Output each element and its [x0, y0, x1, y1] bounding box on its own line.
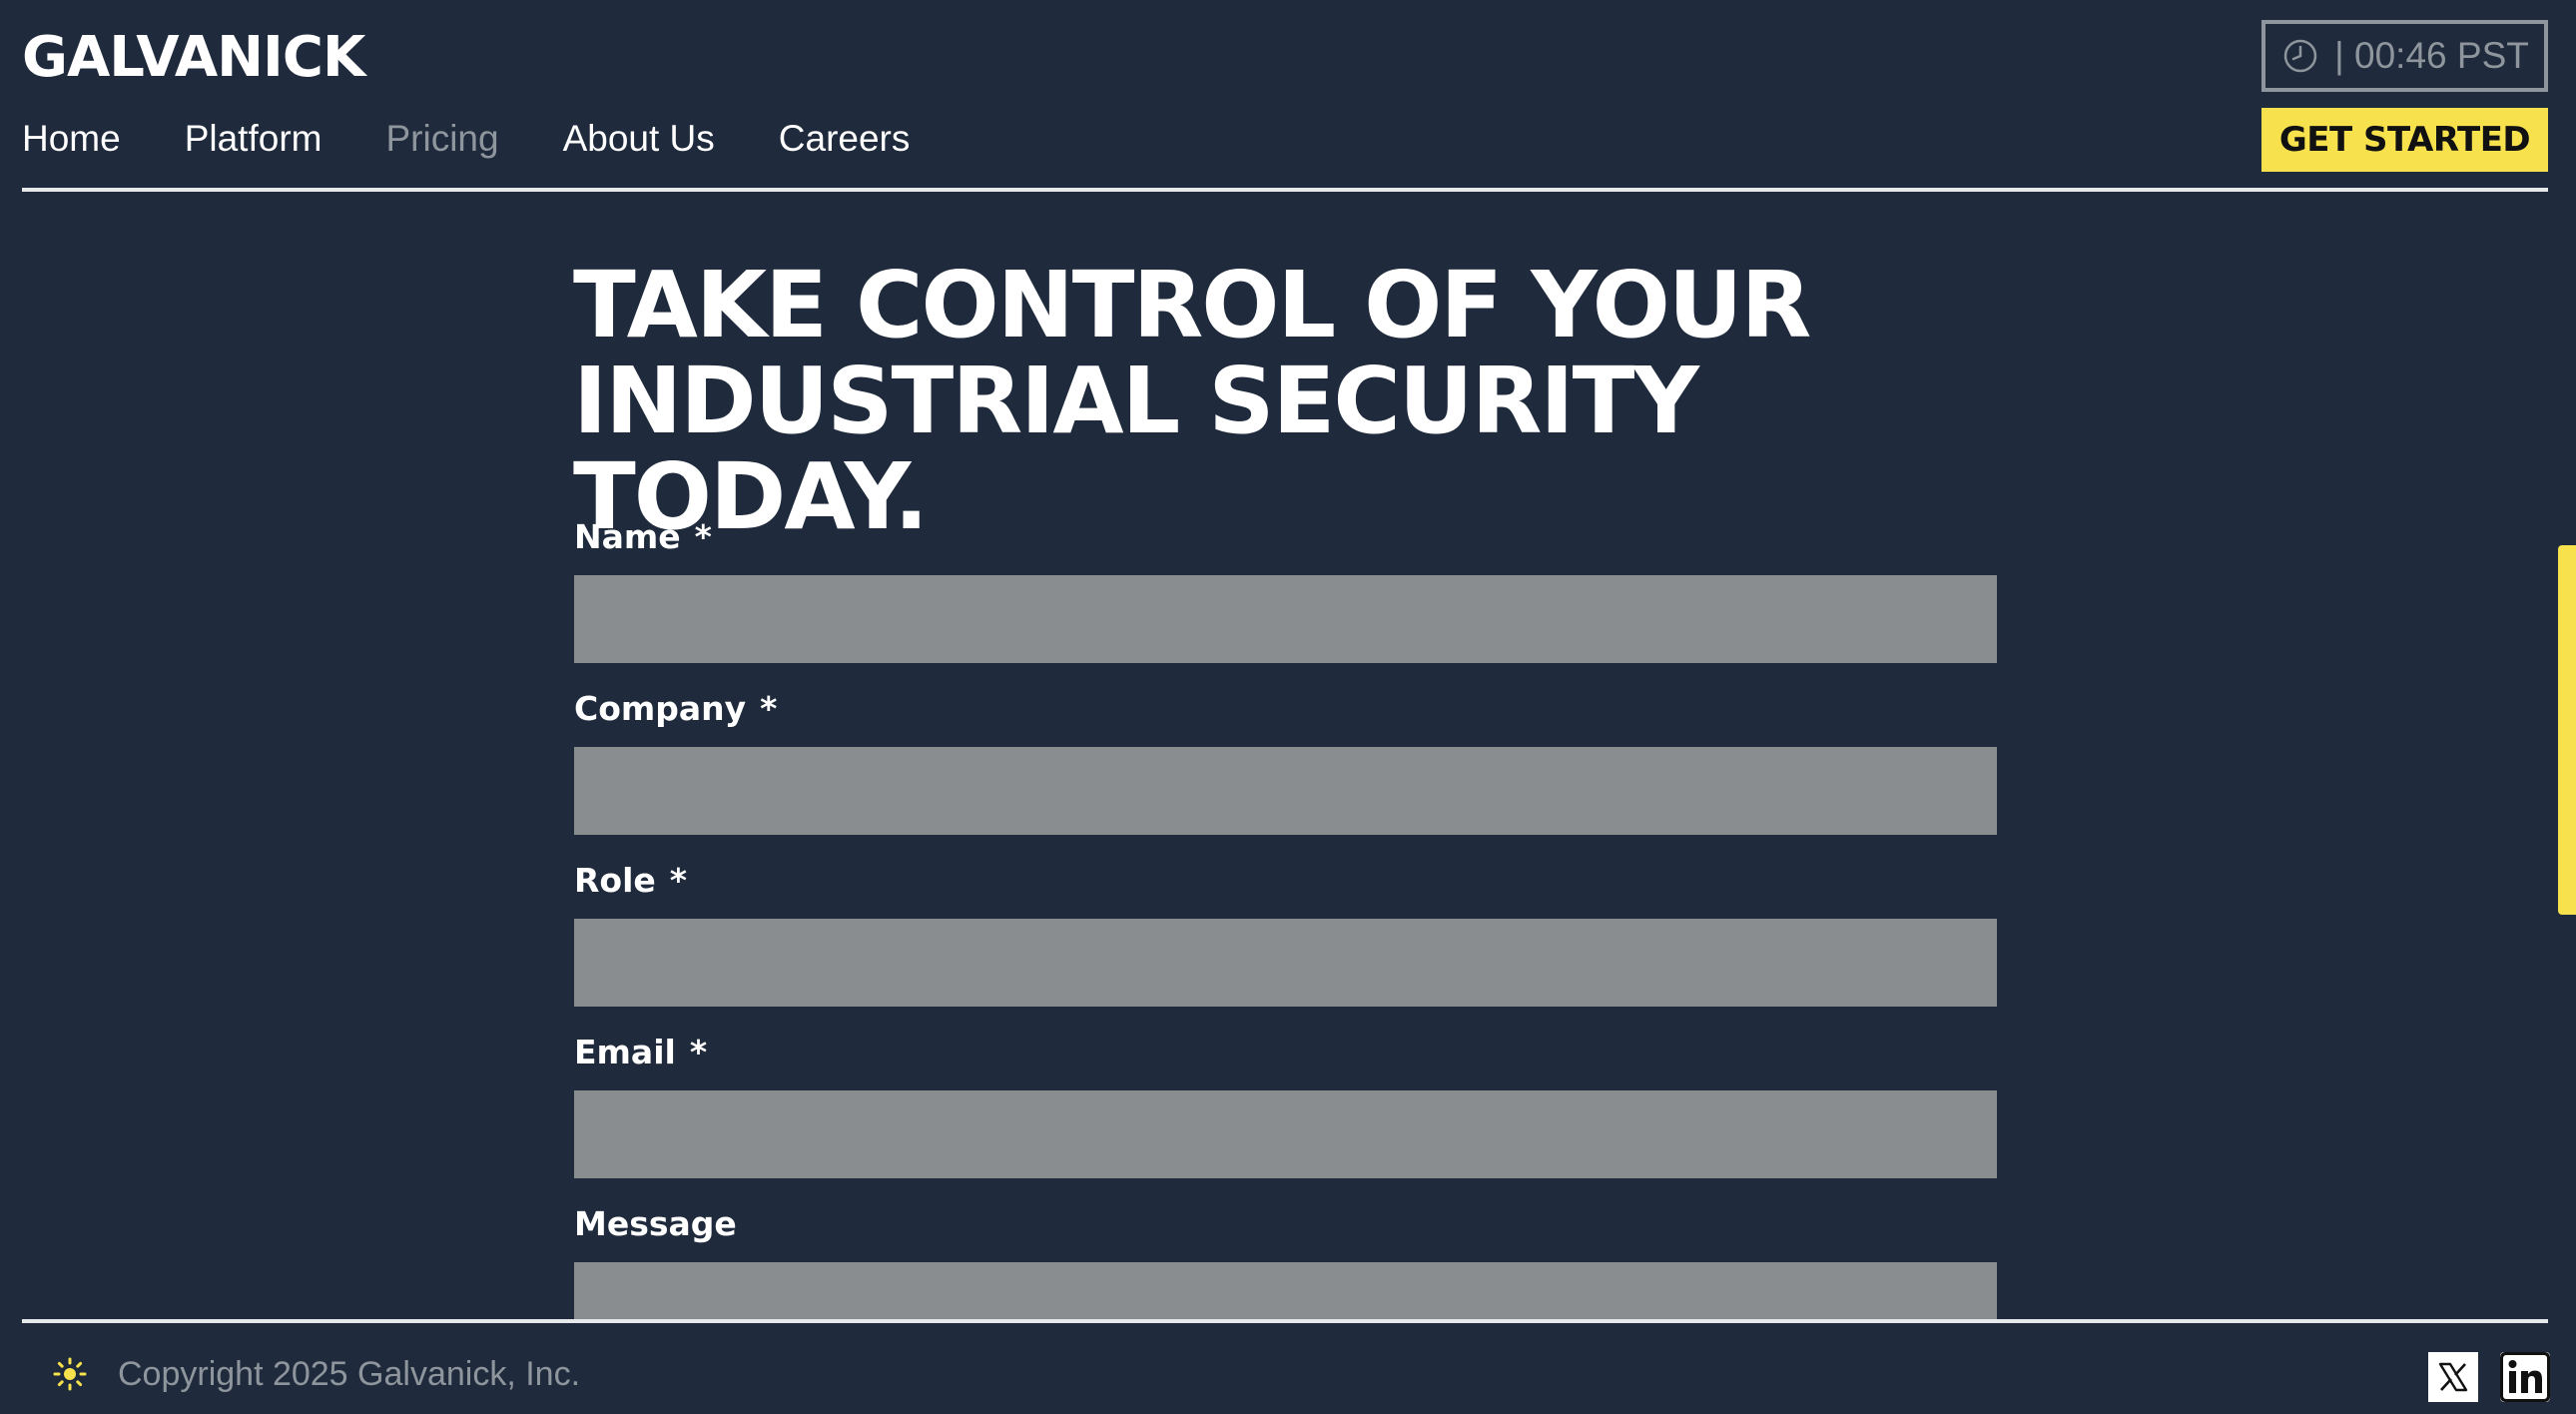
scroll-indicator[interactable]	[2558, 545, 2576, 915]
clock-icon	[2280, 36, 2320, 76]
copyright-text: Copyright 2025 Galvanick, Inc.	[118, 1355, 581, 1393]
footer-divider	[22, 1319, 2548, 1323]
required-mark: *	[669, 861, 688, 900]
message-field[interactable]	[574, 1262, 1997, 1320]
role-field[interactable]	[574, 919, 1997, 1007]
nav-item-pricing[interactable]: Pricing	[385, 118, 499, 159]
name-label: Name *	[574, 517, 712, 556]
role-label: Role *	[574, 861, 687, 900]
email-label-text: Email	[574, 1033, 676, 1071]
logo[interactable]: GALVANICK	[22, 25, 365, 90]
required-mark: *	[689, 1033, 708, 1071]
clock-display: | 00:46 PST	[2261, 20, 2548, 92]
message-label-text: Message	[574, 1204, 737, 1243]
role-label-text: Role	[574, 861, 656, 900]
email-field[interactable]	[574, 1090, 1997, 1178]
linkedin-icon[interactable]	[2500, 1352, 2550, 1402]
required-mark: *	[694, 517, 712, 556]
name-field[interactable]	[574, 575, 1997, 663]
footer	[0, 1323, 2576, 1414]
nav-item-about-us[interactable]: About Us	[562, 118, 715, 159]
page-headline: TAKE CONTROL OF YOUR INDUSTRIAL SECURITY…	[573, 258, 2071, 545]
required-mark: *	[760, 689, 778, 728]
headline-line-2: INDUSTRIAL SECURITY TODAY.	[573, 348, 1699, 550]
headline-line-1: TAKE CONTROL OF YOUR	[573, 252, 1811, 358]
x-icon[interactable]	[2428, 1352, 2478, 1402]
company-label-text: Company	[574, 689, 747, 728]
company-field[interactable]	[574, 747, 1997, 835]
clock-time: | 00:46 PST	[2334, 35, 2529, 76]
nav-item-careers[interactable]: Careers	[778, 118, 911, 159]
nav-item-home[interactable]: Home	[22, 118, 121, 159]
get-started-button[interactable]: GET STARTED	[2261, 108, 2548, 172]
name-label-text: Name	[574, 517, 681, 556]
company-label: Company *	[574, 689, 777, 728]
sun-icon[interactable]	[52, 1356, 88, 1392]
header-divider	[22, 188, 2548, 192]
email-label: Email *	[574, 1033, 707, 1071]
message-label: Message	[574, 1204, 737, 1243]
main-nav: Home Platform Pricing About Us Careers	[22, 114, 910, 164]
nav-item-platform[interactable]: Platform	[184, 118, 322, 159]
